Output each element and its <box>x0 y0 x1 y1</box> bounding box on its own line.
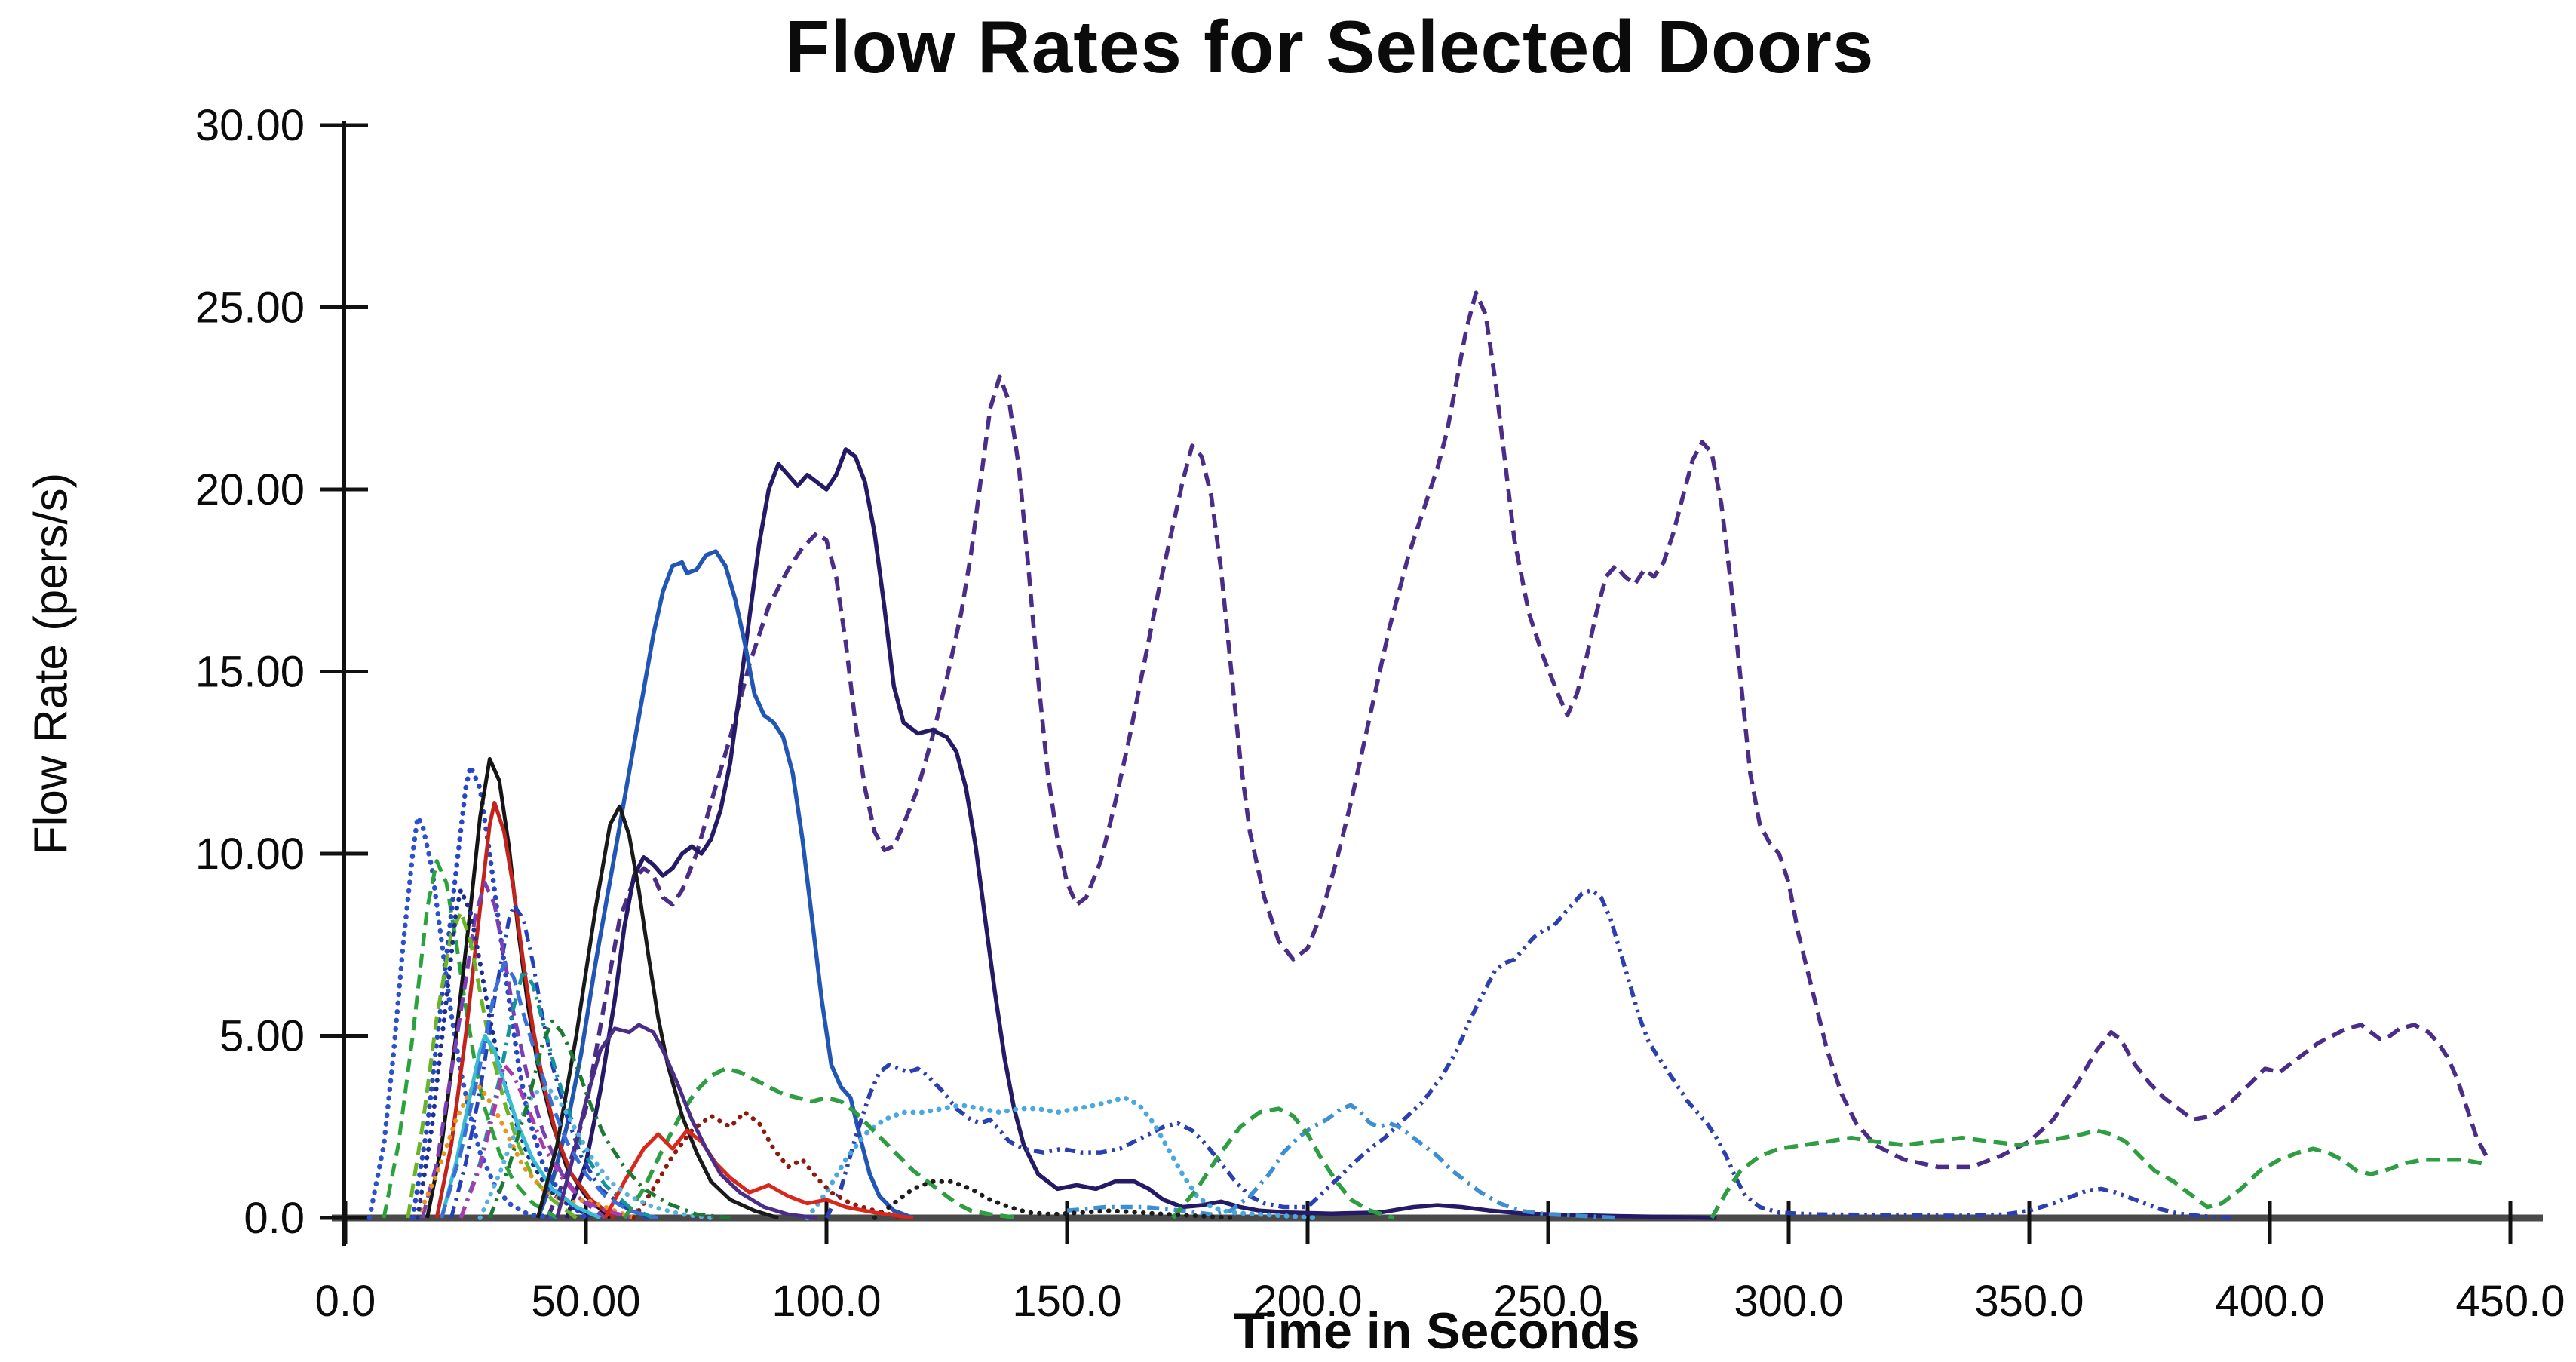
y-tick-label-5: 5.00 <box>219 1012 305 1061</box>
x-tick-label-50: 50.00 <box>531 1277 640 1326</box>
y-tick-label-20: 20.00 <box>195 465 305 514</box>
x-tick-label-0: 0.0 <box>315 1277 376 1326</box>
series-door-darkred-dotted <box>631 1109 906 1220</box>
y-tick-label-0: 0.0 <box>244 1194 305 1243</box>
series-door-green-hump <box>1171 1106 1395 1220</box>
x-axis-label: Time in Seconds <box>1233 1302 1640 1360</box>
y-tick-label-15: 15.00 <box>195 648 305 697</box>
series-door-darkgreen-dashdot-small <box>488 1019 731 1220</box>
series-door-sky-dotted-small <box>477 1084 713 1220</box>
x-tick-label-450: 450.0 <box>2455 1277 2565 1326</box>
series-door-orange-dotted-early <box>415 1084 636 1220</box>
series-door-green-mid <box>622 1066 1020 1220</box>
x-tick-label-150: 150.0 <box>1012 1277 1121 1326</box>
series-door-blue-dotted-early <box>410 763 589 1221</box>
series-door-crimson-early <box>434 800 616 1219</box>
series-door-red-small <box>603 1128 914 1220</box>
y-tick-label-10: 10.00 <box>195 830 305 879</box>
y-tick-label-30: 30.00 <box>195 101 305 150</box>
x-tick-label-250: 250.0 <box>1493 1277 1602 1326</box>
chart-title: Flow Rates for Selected Doors <box>784 5 1875 88</box>
series-door-green-tail <box>1710 1128 2482 1219</box>
series-door-navy-solid <box>564 447 1717 1220</box>
series-door-royal-dashdotdot <box>824 888 2232 1220</box>
series-door-violet-dashed <box>545 290 2489 1219</box>
series-door-blue-solid <box>535 549 914 1220</box>
series-door-purple-dashed-early <box>420 881 607 1219</box>
x-tick-label-200: 200.0 <box>1253 1277 1362 1326</box>
series-door-black-bell-2 <box>535 804 779 1220</box>
series-door-black-dotted-arc <box>872 1179 1238 1220</box>
series-door-yellowgreen-early <box>406 910 578 1219</box>
x-tick-label-350: 350.0 <box>1974 1277 2084 1326</box>
y-axis-label: Flow Rate (pers/s) <box>25 472 78 855</box>
series-door-purple-low <box>555 1023 817 1220</box>
x-tick-label-300: 300.0 <box>1734 1277 1843 1326</box>
series-door-blue-dashdot-early <box>449 903 649 1220</box>
series-door-navy-dotted-early <box>415 888 598 1220</box>
x-tick-label-100: 100.0 <box>771 1277 881 1326</box>
series-door-green-early <box>382 859 558 1220</box>
series-door-magenta-dashdot-early <box>458 1063 635 1220</box>
y-tick-label-25: 25.00 <box>195 284 305 333</box>
series-door-dodger-dashed-small <box>440 961 659 1220</box>
x-tick-label-400: 400.0 <box>2215 1277 2324 1326</box>
series-door-cyan-dotted <box>805 1095 1320 1221</box>
series-door-cyan-solid-early <box>440 1034 602 1220</box>
